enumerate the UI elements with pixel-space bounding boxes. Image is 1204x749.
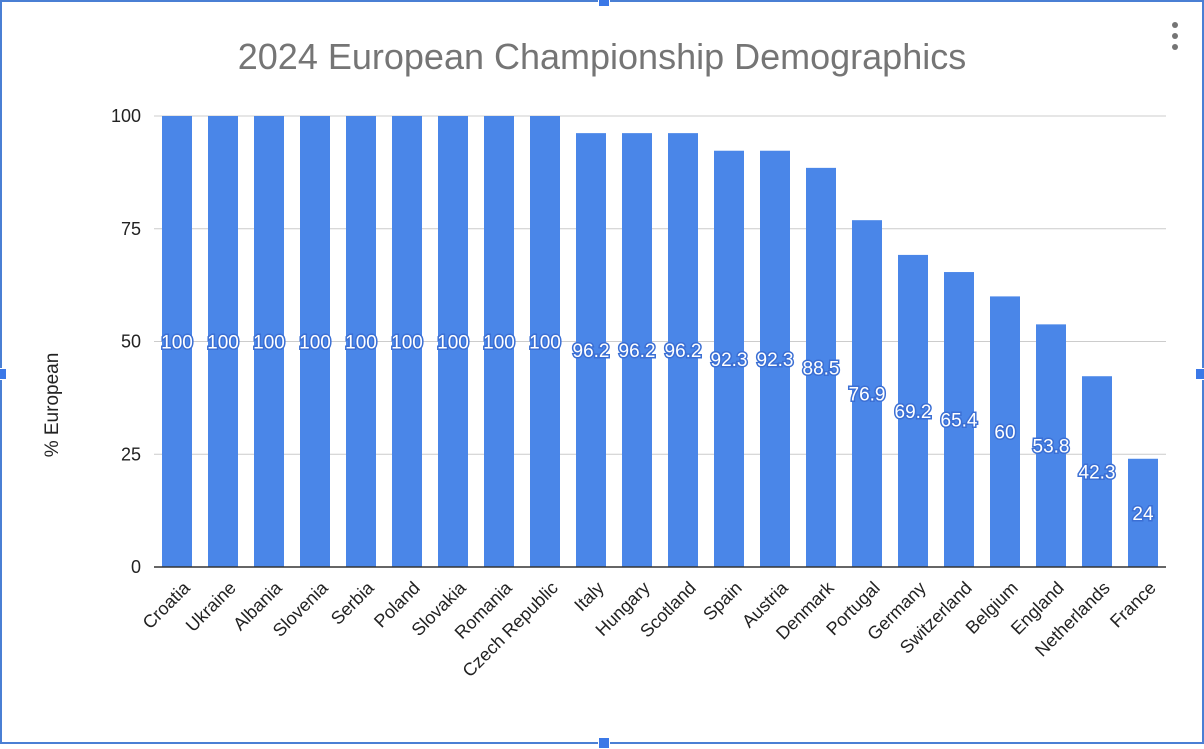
bar <box>990 296 1020 567</box>
bar <box>714 150 744 568</box>
y-tick-label: 75 <box>121 219 141 239</box>
data-label: 100 <box>391 333 423 354</box>
y-axis-ticks: 0 25 50 75 100 <box>111 106 141 577</box>
data-label: 100 <box>529 333 561 354</box>
data-label: 96.2 <box>665 341 702 362</box>
data-label: 24 <box>1132 504 1154 525</box>
bars <box>162 116 1158 568</box>
data-label: 42.3 <box>1079 463 1116 484</box>
y-tick-label: 100 <box>111 106 141 126</box>
bar <box>438 116 468 567</box>
resize-handle-right[interactable] <box>1195 368 1204 380</box>
data-label: 92.3 <box>757 350 794 371</box>
data-label: 88.5 <box>803 358 840 379</box>
bar <box>208 116 238 567</box>
bar <box>576 133 606 567</box>
bar <box>530 116 560 567</box>
data-label: 100 <box>207 333 239 354</box>
more-vert-icon-dot <box>1172 44 1178 50</box>
chart-menu-button[interactable] <box>1163 16 1187 56</box>
data-label: 100 <box>437 333 469 354</box>
data-label: 100 <box>161 333 193 354</box>
bar <box>1128 458 1158 567</box>
chart-title: 2024 European Championship Demographics <box>237 36 967 77</box>
data-label: 100 <box>253 333 285 354</box>
bar <box>254 116 284 567</box>
data-labels: 100 100 100 100 100 100 100 100 100 96.2 96.2 96.2 9… <box>160 331 1156 526</box>
data-label: 100 <box>299 333 331 354</box>
bar <box>668 133 698 567</box>
y-axis-label: % European <box>42 353 63 458</box>
x-tick-label: Ukraine <box>182 578 240 636</box>
x-tick-label: Serbia <box>327 577 379 629</box>
bar <box>898 254 928 567</box>
bar <box>392 116 422 567</box>
bar <box>1082 376 1112 567</box>
data-label: 53.8 <box>1033 437 1070 458</box>
data-label: 100 <box>345 333 377 354</box>
more-vert-icon <box>1172 22 1178 28</box>
bar <box>484 116 514 567</box>
data-label: 76.9 <box>849 385 886 406</box>
bar <box>162 116 192 567</box>
data-label: 96.2 <box>573 341 610 362</box>
x-tick-label: Italy <box>570 578 607 615</box>
bar <box>1036 324 1066 567</box>
x-tick-label: France <box>1106 578 1160 632</box>
data-label: 92.3 <box>711 350 748 371</box>
bar <box>622 133 652 567</box>
data-label: 69.2 <box>895 402 932 423</box>
y-tick-label: 0 <box>131 557 141 577</box>
data-label: 96.2 <box>619 341 656 362</box>
bar <box>852 220 882 567</box>
bar <box>806 167 836 568</box>
y-tick-label: 50 <box>121 332 141 352</box>
bar <box>346 116 376 567</box>
data-label: 100 <box>483 333 515 354</box>
bar <box>760 150 790 568</box>
x-axis-ticks: CroatiaUkraineAlbaniaSloveniaSerbiaPolan… <box>139 577 1160 681</box>
bar <box>944 272 974 567</box>
data-label: 60 <box>994 423 1015 444</box>
resize-handle-left[interactable] <box>0 368 7 380</box>
data-label: 65.4 <box>941 411 978 432</box>
y-tick-label: 25 <box>121 444 141 464</box>
bar <box>300 116 330 567</box>
more-vert-icon-dot <box>1172 33 1178 39</box>
resize-handle-top[interactable] <box>598 0 610 7</box>
